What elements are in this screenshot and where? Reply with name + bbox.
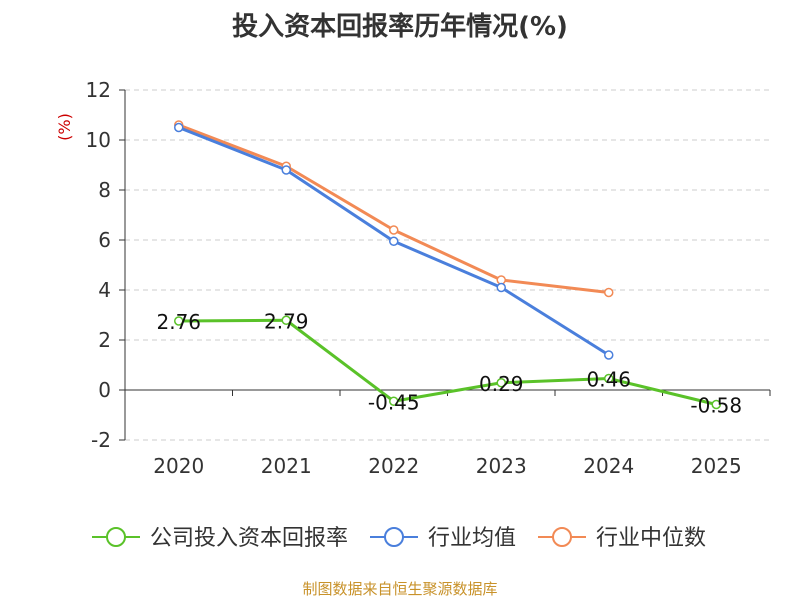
- y-tick-label: 0: [98, 378, 111, 402]
- legend-marker-icon: [552, 527, 572, 547]
- legend-label: 公司投入资本回报率: [150, 526, 348, 551]
- legend-item[interactable]: 行业均值: [370, 526, 516, 551]
- y-tick-label: 10: [86, 128, 111, 152]
- y-tick-label: 6: [98, 228, 111, 252]
- legend-marker-icon: [106, 527, 126, 547]
- data-point: [604, 373, 614, 384]
- x-tick-label: 2023: [476, 454, 527, 478]
- series-line: [178, 318, 717, 406]
- data-point: [281, 165, 291, 175]
- data-point: [389, 396, 399, 406]
- data-point: [604, 287, 614, 298]
- data-label: 2.79: [264, 309, 309, 333]
- data-label: 2.76: [156, 310, 201, 334]
- legend-marker-icon: [384, 527, 404, 547]
- data-point: [281, 315, 291, 325]
- data-point: [174, 122, 184, 133]
- data-point: [711, 399, 721, 410]
- x-tick-label: 2022: [368, 454, 419, 478]
- data-label: 0.29: [479, 372, 524, 396]
- legend-label: 行业均值: [428, 526, 516, 551]
- x-tick-label: 2025: [691, 454, 742, 478]
- y-tick-label: 8: [98, 178, 111, 202]
- data-label: -0.58: [690, 394, 742, 418]
- source-note: 制图数据来自恒生聚源数据库: [302, 580, 498, 598]
- legend[interactable]: 公司投入资本回报率 行业均值 行业中位数: [92, 526, 706, 551]
- series-layer: [174, 120, 721, 410]
- x-tick-label: 2021: [261, 454, 312, 478]
- y-tick-label: -2: [91, 428, 111, 452]
- y-tick-label: 12: [86, 78, 111, 102]
- data-point: [604, 350, 614, 360]
- y-tick-label: 2: [98, 328, 111, 352]
- data-point: [389, 236, 399, 246]
- data-labels: 2.76 2.79 -0.45 0.29 0.46 -0.58: [156, 309, 742, 417]
- legend-item[interactable]: 公司投入资本回报率: [92, 526, 348, 551]
- data-point: [496, 378, 506, 388]
- data-point: [496, 282, 506, 293]
- chart-title: 投入资本回报率历年情况(%): [232, 12, 568, 42]
- legend-label: 行业中位数: [596, 526, 706, 551]
- axes: -2 0 2 4 6 8 10 12 2020 2021 2022 2023 2024 2025 (%): [55, 78, 771, 478]
- data-point: [174, 316, 184, 326]
- series-line: [178, 123, 609, 294]
- data-label: 0.46: [586, 368, 631, 392]
- y-tick-label: 4: [98, 278, 111, 302]
- data-point: [389, 225, 399, 235]
- data-label: -0.45: [368, 390, 420, 414]
- y-axis-unit: (%): [55, 113, 74, 141]
- legend-item[interactable]: 行业中位数: [538, 526, 706, 551]
- x-tick-label: 2024: [583, 454, 634, 478]
- x-tick-label: 2020: [153, 454, 204, 478]
